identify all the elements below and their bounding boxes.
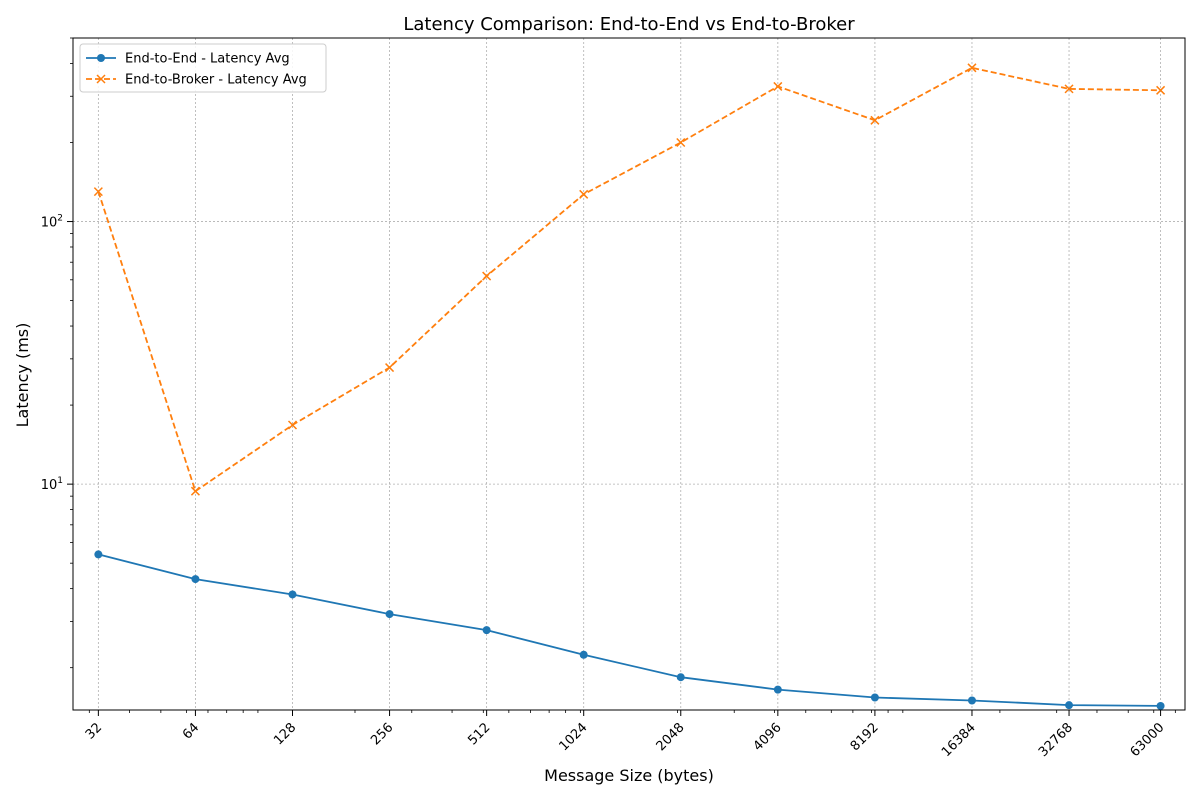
data-point: [1064, 84, 1074, 94]
data-point: [1065, 701, 1074, 710]
x-tick-label: 63000: [1128, 720, 1168, 760]
x-marker-stroke: [870, 115, 880, 125]
series-lines: [97, 66, 1161, 707]
data-point: [190, 486, 200, 496]
series-markers: [93, 63, 1166, 710]
y-tick-label: 102: [41, 214, 63, 231]
x-tick-label: 32768: [1036, 720, 1076, 760]
data-point: [482, 271, 492, 281]
x-tick-label: 256: [368, 720, 396, 748]
chart-title: Latency Comparison: End-to-End vs End-to…: [403, 14, 855, 35]
x-marker-stroke: [1064, 84, 1074, 94]
x-tick-label: 8192: [848, 720, 882, 754]
data-point: [1156, 85, 1166, 95]
x-tick-label: 512: [465, 720, 493, 748]
data-point: [385, 363, 395, 373]
y-tick-label: 101: [41, 476, 63, 493]
x-marker-stroke: [96, 74, 106, 84]
x-marker-stroke: [676, 137, 686, 148]
data-point: [288, 590, 297, 599]
x-tick-label: 1024: [557, 720, 591, 754]
x-marker-stroke: [385, 363, 395, 373]
x-marker-stroke: [93, 187, 103, 197]
data-point: [870, 115, 880, 125]
x-marker-stroke: [482, 271, 492, 281]
x-axis-label: Message Size (bytes): [544, 766, 714, 785]
data-point: [1156, 701, 1165, 710]
legend-marker: [97, 54, 105, 62]
data-point: [967, 696, 976, 705]
x-tick-label: 64: [180, 720, 202, 742]
data-point: [93, 187, 103, 197]
x-marker-stroke: [579, 189, 589, 199]
data-point: [676, 673, 685, 682]
y-axis-label: Latency (ms): [13, 323, 32, 428]
x-tick-label: 128: [271, 720, 299, 748]
plot-frame: [72, 37, 1186, 711]
data-point: [773, 81, 783, 91]
legend-marker: [96, 74, 106, 84]
data-point: [773, 685, 782, 694]
data-point: [287, 420, 298, 430]
legend: End-to-End - Latency Avg End-to-Broker - …: [79, 43, 327, 93]
legend-label: End-to-Broker - Latency Avg: [125, 73, 307, 88]
x-tick-label: 2048: [654, 720, 688, 754]
axes: 32 64 128 256 512 1024 2048 4096 8192 16384 32768 6…: [41, 37, 1186, 760]
data-point: [385, 610, 394, 619]
x-tick-label: 4096: [751, 720, 785, 754]
data-point: [482, 626, 491, 635]
data-point: [676, 137, 686, 148]
x-marker-stroke: [773, 81, 783, 91]
x-marker-stroke: [967, 63, 977, 73]
x-tick-label: 16384: [939, 720, 979, 760]
data-point: [967, 63, 977, 73]
data-point: [579, 650, 588, 659]
x-tick-label: 32: [83, 720, 105, 742]
legend-label: End-to-End - Latency Avg: [125, 52, 290, 67]
series-line-1: [98, 553, 1161, 707]
data-point: [94, 550, 103, 559]
x-marker-stroke: [1156, 85, 1166, 95]
legend-box: [79, 43, 327, 93]
data-point: [870, 693, 879, 702]
x-marker-stroke: [190, 486, 200, 496]
series-line-2: [97, 66, 1161, 493]
x-marker-stroke: [287, 420, 298, 430]
grid-lines: [73, 38, 1185, 710]
data-point: [579, 189, 589, 199]
data-point: [191, 575, 200, 584]
